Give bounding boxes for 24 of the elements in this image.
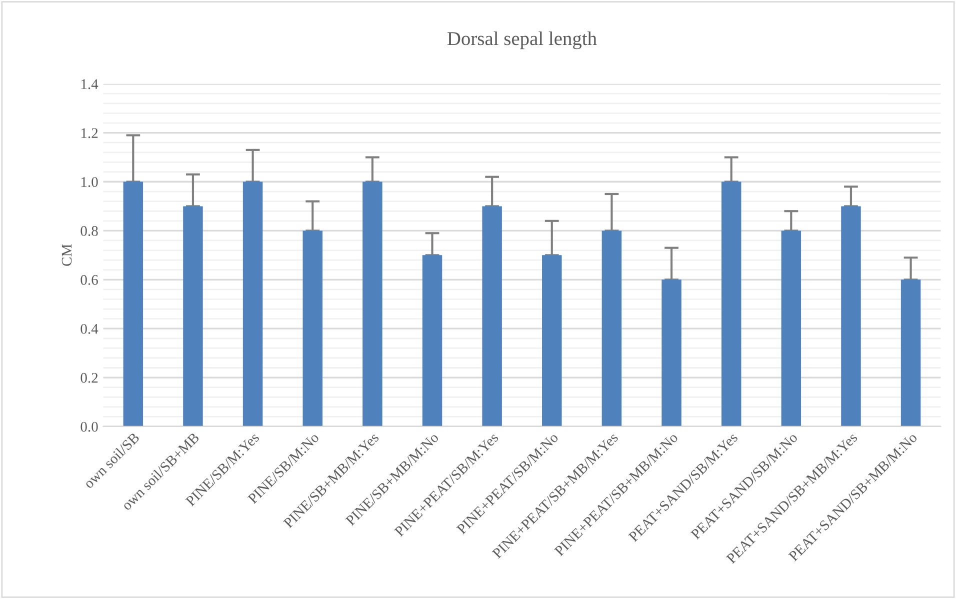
bar <box>362 182 382 426</box>
bar <box>123 182 144 426</box>
bar <box>302 230 322 426</box>
bar <box>242 182 263 426</box>
y-tick-label: 0.2 <box>80 372 98 383</box>
y-tick-label: 0.0 <box>80 422 98 432</box>
bar <box>721 182 742 426</box>
y-tick-label: 0.4 <box>80 324 98 334</box>
y-tick-label: 0.8 <box>80 226 98 236</box>
bar <box>183 206 203 426</box>
bar <box>422 255 442 426</box>
bar <box>662 280 682 426</box>
bar <box>602 230 622 426</box>
bar <box>482 206 502 426</box>
y-tick-label: 1.2 <box>81 128 98 138</box>
bar <box>542 255 562 426</box>
y-tick-label: 1.4 <box>81 79 98 90</box>
bar <box>781 230 802 426</box>
y-tick-label: 0.6 <box>80 275 98 285</box>
y-axis-title: CM <box>62 244 72 266</box>
y-tick-label: 1.0 <box>81 177 98 188</box>
chart-title: Dorsal sepal length <box>447 31 597 50</box>
bar <box>841 206 861 426</box>
bar <box>900 280 921 426</box>
